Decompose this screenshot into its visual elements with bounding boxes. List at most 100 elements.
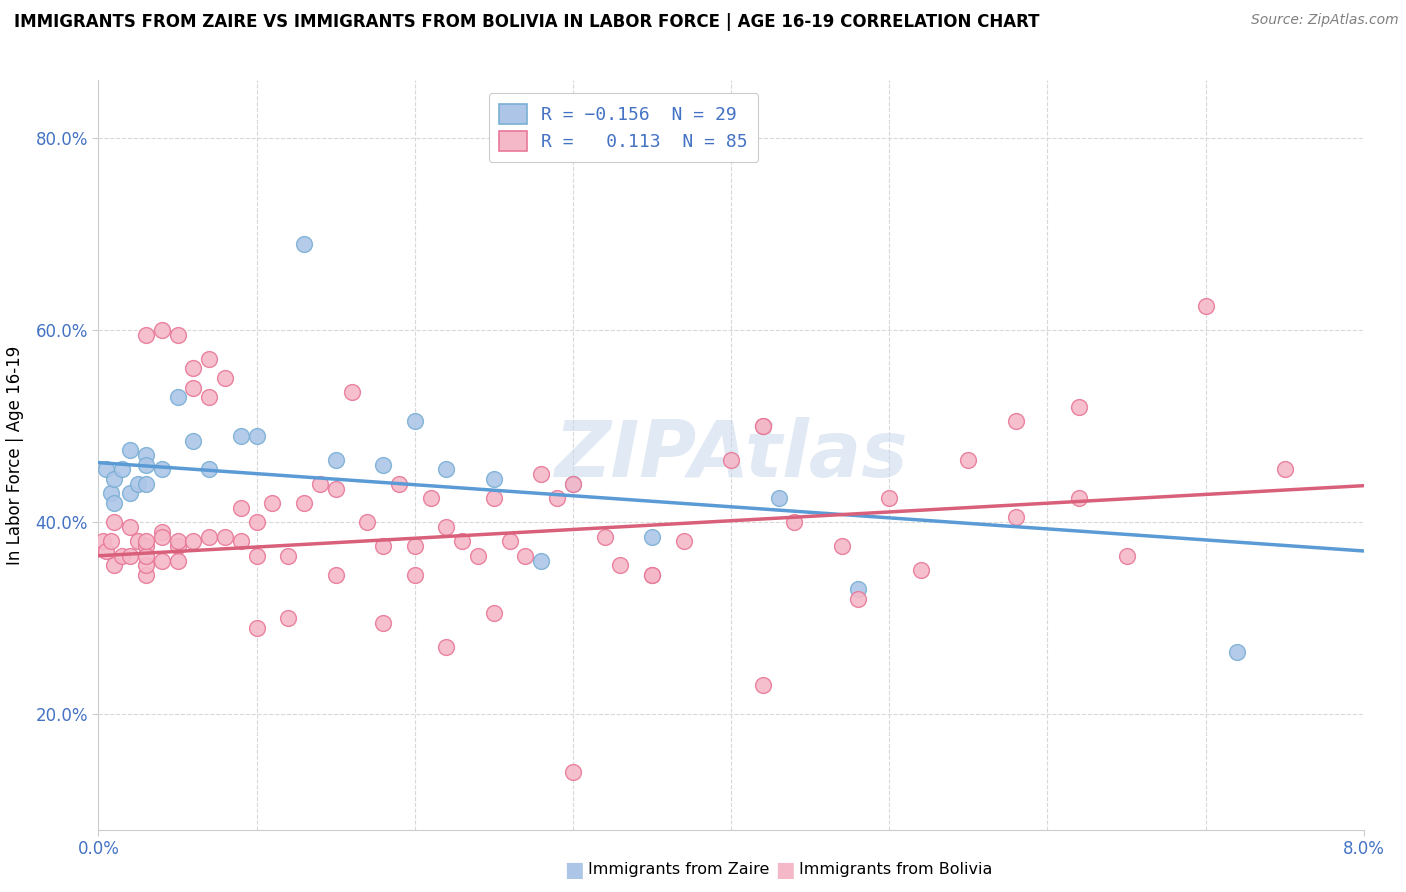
- Point: [135, 327, 157, 342]
- Point: [103, 472, 125, 486]
- Point: [877, 491, 901, 505]
- Point: [198, 351, 221, 366]
- Point: [593, 530, 616, 544]
- Point: [1195, 299, 1218, 313]
- Point: [720, 452, 742, 467]
- Point: [530, 553, 553, 567]
- Point: [262, 496, 284, 510]
- Point: [166, 327, 188, 342]
- Point: [135, 568, 157, 582]
- Point: [120, 443, 141, 458]
- Point: [751, 678, 773, 692]
- Point: [561, 476, 585, 491]
- Point: [515, 549, 537, 563]
- Point: [166, 534, 188, 549]
- Text: Immigrants from Bolivia: Immigrants from Bolivia: [799, 863, 993, 877]
- Point: [246, 549, 269, 563]
- Point: [356, 515, 378, 529]
- Point: [135, 458, 157, 472]
- Point: [103, 496, 125, 510]
- Point: [419, 491, 441, 505]
- Point: [404, 539, 426, 553]
- Point: [183, 534, 205, 549]
- Point: [371, 539, 394, 553]
- Point: [135, 534, 157, 549]
- Point: [957, 452, 980, 467]
- Point: [127, 534, 149, 549]
- Y-axis label: In Labor Force | Age 16-19: In Labor Force | Age 16-19: [7, 345, 24, 565]
- Point: [183, 381, 205, 395]
- Point: [135, 549, 157, 563]
- Point: [1004, 510, 1026, 524]
- Point: [325, 452, 347, 467]
- Point: [120, 549, 141, 563]
- Point: [150, 553, 173, 567]
- Point: [309, 476, 332, 491]
- Point: [1226, 645, 1249, 659]
- Point: [214, 371, 236, 385]
- Point: [325, 568, 347, 582]
- Point: [166, 390, 188, 404]
- Point: [436, 462, 458, 476]
- Point: [1067, 491, 1090, 505]
- Text: IMMIGRANTS FROM ZAIRE VS IMMIGRANTS FROM BOLIVIA IN LABOR FORCE | AGE 16-19 CORR: IMMIGRANTS FROM ZAIRE VS IMMIGRANTS FROM…: [14, 13, 1039, 31]
- Text: Source: ZipAtlas.com: Source: ZipAtlas.com: [1251, 13, 1399, 28]
- Point: [120, 520, 141, 534]
- Point: [846, 582, 869, 597]
- Point: [404, 414, 426, 428]
- Point: [530, 467, 553, 482]
- Point: [150, 462, 173, 476]
- Point: [166, 539, 188, 553]
- Point: [436, 520, 458, 534]
- Point: [150, 524, 173, 539]
- Point: [150, 323, 173, 337]
- Point: [561, 476, 585, 491]
- Point: [768, 491, 790, 505]
- Point: [96, 544, 118, 558]
- Point: [100, 534, 122, 549]
- Point: [229, 428, 252, 442]
- Point: [910, 563, 932, 577]
- Point: [198, 462, 221, 476]
- Point: [111, 549, 134, 563]
- Point: [214, 530, 236, 544]
- Point: [641, 530, 664, 544]
- Point: [1274, 462, 1296, 476]
- Point: [198, 390, 221, 404]
- Point: [135, 539, 157, 553]
- Point: [641, 568, 664, 582]
- Legend: R = −0.156  N = 29, R =   0.113  N = 85: R = −0.156 N = 29, R = 0.113 N = 85: [489, 93, 758, 161]
- Point: [641, 568, 664, 582]
- Point: [229, 500, 252, 515]
- Point: [831, 539, 853, 553]
- Text: Immigrants from Zaire: Immigrants from Zaire: [588, 863, 769, 877]
- Point: [498, 534, 520, 549]
- Point: [546, 491, 568, 505]
- Point: [135, 448, 157, 462]
- Point: [783, 515, 806, 529]
- Point: [672, 534, 695, 549]
- Point: [100, 486, 122, 500]
- Point: [198, 530, 221, 544]
- Point: [482, 472, 505, 486]
- Point: [371, 458, 394, 472]
- Point: [451, 534, 474, 549]
- Point: [166, 553, 188, 567]
- Point: [135, 476, 157, 491]
- Point: [183, 361, 205, 376]
- Point: [751, 419, 773, 434]
- Text: ZIPAtlas: ZIPAtlas: [554, 417, 908, 493]
- Point: [325, 482, 347, 496]
- Point: [246, 428, 269, 442]
- Point: [404, 568, 426, 582]
- Point: [246, 621, 269, 635]
- Point: [1004, 414, 1026, 428]
- Point: [561, 764, 585, 779]
- Point: [127, 476, 149, 491]
- Point: [340, 385, 363, 400]
- Point: [91, 534, 114, 549]
- Point: [229, 534, 252, 549]
- Point: [120, 486, 141, 500]
- Point: [1115, 549, 1137, 563]
- Point: [482, 491, 505, 505]
